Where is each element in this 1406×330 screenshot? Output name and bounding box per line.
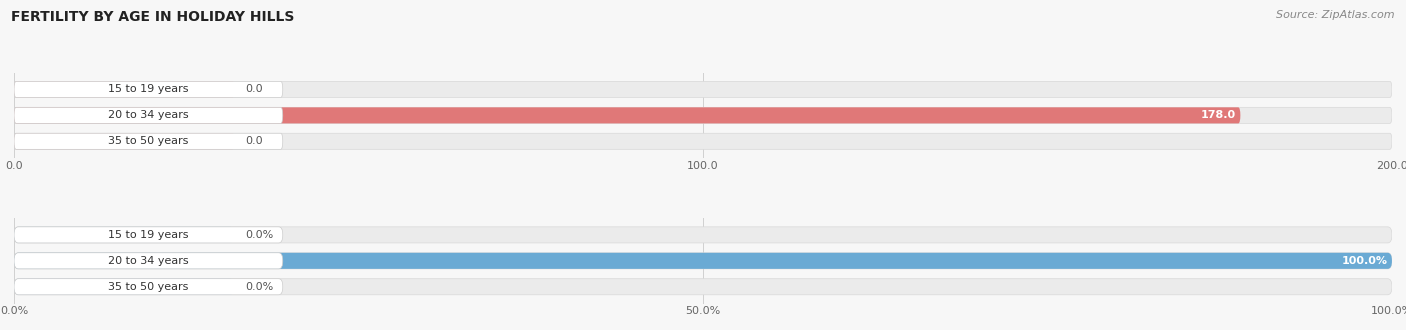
FancyBboxPatch shape — [14, 253, 1392, 269]
Text: 178.0: 178.0 — [1201, 110, 1236, 120]
FancyBboxPatch shape — [14, 279, 235, 295]
FancyBboxPatch shape — [14, 253, 1392, 269]
Text: 35 to 50 years: 35 to 50 years — [108, 282, 188, 292]
Text: 0.0%: 0.0% — [246, 230, 274, 240]
FancyBboxPatch shape — [14, 279, 283, 295]
Text: 100.0%: 100.0% — [1341, 256, 1388, 266]
Text: 15 to 19 years: 15 to 19 years — [108, 230, 188, 240]
FancyBboxPatch shape — [14, 107, 1240, 123]
FancyBboxPatch shape — [14, 227, 1392, 243]
FancyBboxPatch shape — [14, 82, 1392, 97]
Text: FERTILITY BY AGE IN HOLIDAY HILLS: FERTILITY BY AGE IN HOLIDAY HILLS — [11, 10, 295, 24]
Text: 20 to 34 years: 20 to 34 years — [108, 256, 188, 266]
Text: Source: ZipAtlas.com: Source: ZipAtlas.com — [1277, 10, 1395, 20]
FancyBboxPatch shape — [14, 82, 235, 97]
Text: 0.0%: 0.0% — [246, 282, 274, 292]
Text: 15 to 19 years: 15 to 19 years — [108, 84, 188, 94]
Text: 20 to 34 years: 20 to 34 years — [108, 110, 188, 120]
FancyBboxPatch shape — [14, 133, 1392, 149]
FancyBboxPatch shape — [14, 107, 283, 123]
FancyBboxPatch shape — [14, 253, 283, 269]
FancyBboxPatch shape — [14, 279, 1392, 295]
FancyBboxPatch shape — [14, 227, 283, 243]
Text: 35 to 50 years: 35 to 50 years — [108, 136, 188, 146]
Text: 0.0: 0.0 — [246, 136, 263, 146]
FancyBboxPatch shape — [14, 82, 283, 97]
Text: 0.0: 0.0 — [246, 84, 263, 94]
FancyBboxPatch shape — [14, 227, 235, 243]
FancyBboxPatch shape — [14, 107, 1392, 123]
FancyBboxPatch shape — [14, 133, 235, 149]
FancyBboxPatch shape — [14, 133, 283, 149]
